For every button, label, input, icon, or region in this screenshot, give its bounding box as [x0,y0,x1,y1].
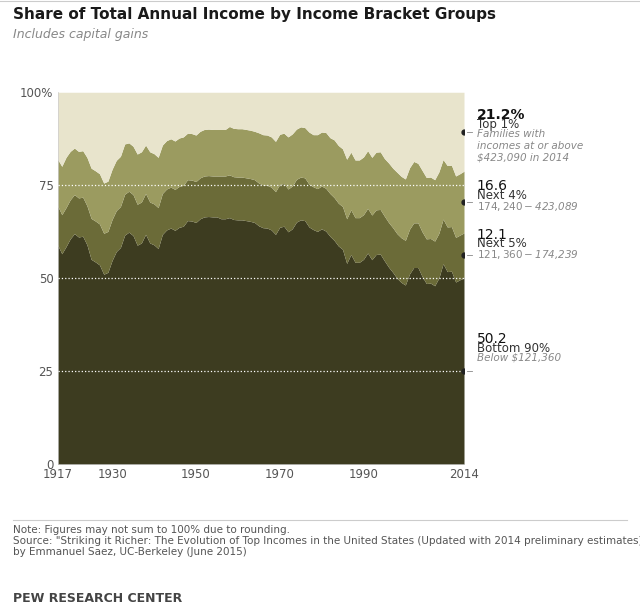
Text: 50.2: 50.2 [477,331,508,346]
Text: Below $121,360: Below $121,360 [477,352,561,363]
Text: Source: "Striking it Richer: The Evolution of Top Incomes in the United States (: Source: "Striking it Richer: The Evoluti… [13,536,640,546]
Text: by Emmanuel Saez, UC-Berkeley (June 2015): by Emmanuel Saez, UC-Berkeley (June 2015… [13,547,246,557]
Text: $121,360 - $174,239: $121,360 - $174,239 [477,248,579,261]
Text: Top 1%: Top 1% [477,118,519,131]
Text: Next 4%: Next 4% [477,189,527,202]
Text: PEW RESEARCH CENTER: PEW RESEARCH CENTER [13,592,182,605]
Text: Includes capital gains: Includes capital gains [13,28,148,41]
Text: Next 5%: Next 5% [477,237,527,250]
Text: Bottom 90%: Bottom 90% [477,341,550,354]
Text: Families with
incomes at or above
$423,090 in 2014: Families with incomes at or above $423,0… [477,129,583,162]
Text: $174,240 - $423,089: $174,240 - $423,089 [477,200,579,213]
Text: 12.1: 12.1 [477,228,508,242]
Text: Note: Figures may not sum to 100% due to rounding.: Note: Figures may not sum to 100% due to… [13,525,290,534]
Text: Share of Total Annual Income by Income Bracket Groups: Share of Total Annual Income by Income B… [13,7,496,22]
Text: 16.6: 16.6 [477,179,508,193]
Text: 21.2%: 21.2% [477,108,525,122]
